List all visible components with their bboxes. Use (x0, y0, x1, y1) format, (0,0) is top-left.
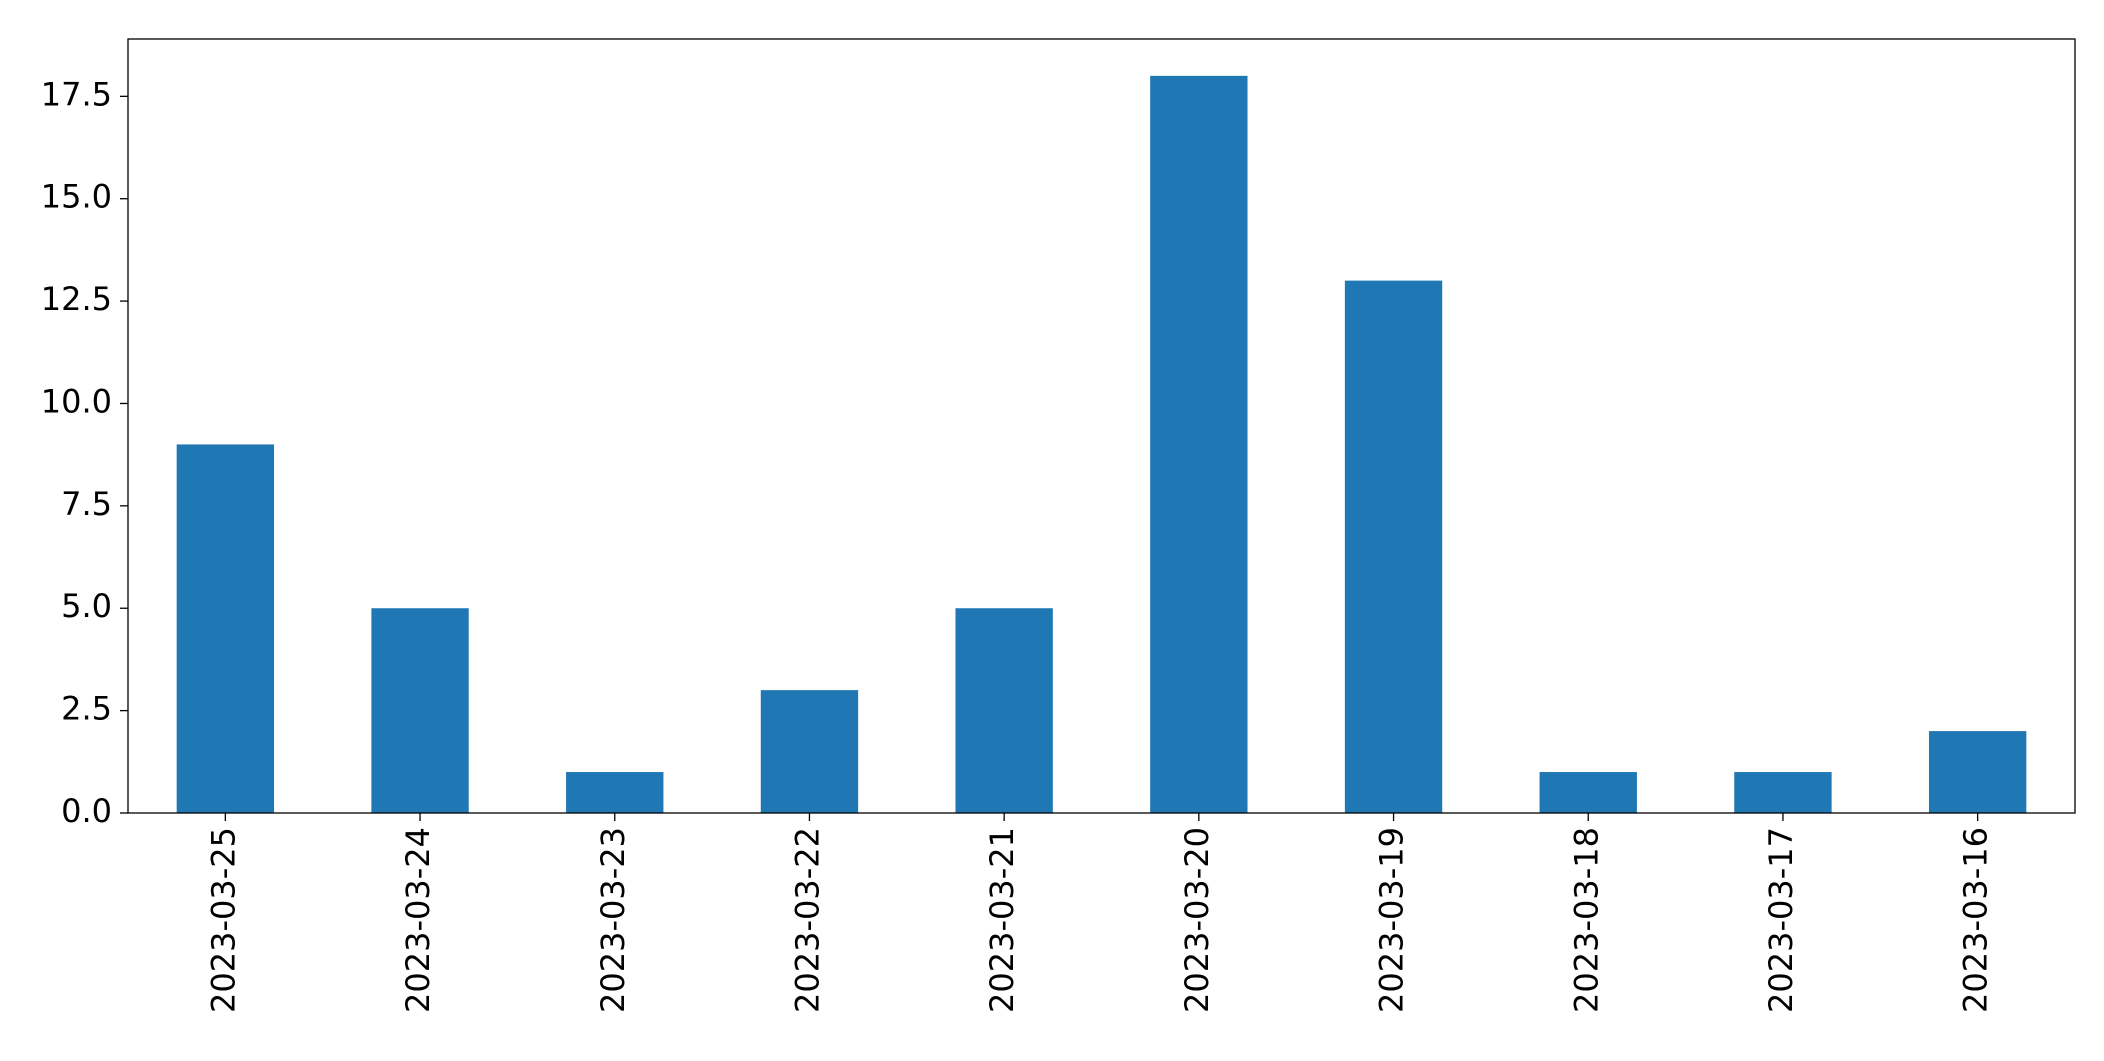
x-tick-label: 2023-03-22 (788, 827, 826, 1013)
bar (1150, 75, 1248, 814)
x-tick-label: 2023-03-24 (399, 827, 437, 1013)
bar (1344, 280, 1443, 814)
bar (760, 690, 859, 813)
y-tick-label: 2.5 (61, 690, 112, 728)
x-tick-label: 2023-03-25 (204, 827, 242, 1013)
y-tick-label: 7.5 (61, 485, 112, 523)
bar (566, 772, 664, 813)
x-tick-label: 2023-03-17 (1762, 827, 1800, 1013)
y-tick-label: 10.0 (41, 382, 112, 420)
x-tick-label: 2023-03-18 (1567, 827, 1605, 1013)
y-tick-label: 0.0 (61, 792, 112, 830)
x-tick-label: 2023-03-23 (594, 827, 632, 1013)
bar (1539, 772, 1637, 813)
bar (176, 444, 275, 813)
x-tick-label: 2023-03-21 (983, 827, 1021, 1013)
bar (371, 608, 469, 813)
x-tick-label: 2023-03-16 (1957, 827, 1995, 1013)
x-tick-label: 2023-03-20 (1178, 827, 1216, 1013)
plot-frame (127, 38, 2076, 814)
bar (1734, 772, 1832, 813)
y-tick-label: 17.5 (41, 75, 112, 113)
y-tick-label: 12.5 (41, 280, 112, 318)
bar (1928, 731, 2027, 813)
bar (955, 608, 1053, 813)
x-tick-label: 2023-03-19 (1373, 827, 1411, 1013)
y-tick-label: 15.0 (41, 178, 112, 216)
y-tick-label: 5.0 (61, 587, 112, 625)
